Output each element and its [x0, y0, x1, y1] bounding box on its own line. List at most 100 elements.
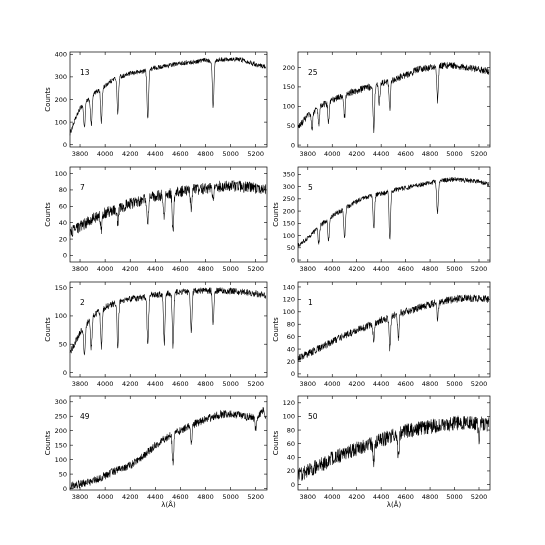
panel-13: 3800 4000 4200 4400 4600 4800 5000 5200 0 100 200 3… [44, 51, 268, 158]
x-tick-label: 4800 [197, 150, 214, 158]
axes-frame [69, 166, 268, 263]
spectrum-line [297, 294, 490, 362]
y-tick-label: 20 [59, 235, 67, 243]
x-tick-label: 4400 [373, 150, 390, 158]
x-tick-label: 5000 [222, 380, 239, 388]
spectrum-line [69, 407, 266, 490]
x-tick-label: 4200 [348, 150, 365, 158]
axes-frame [297, 281, 491, 378]
y-tick-label: 150 [55, 284, 67, 292]
x-tick-label: 4800 [197, 265, 214, 273]
panel-1: 3800 4000 4200 4400 4600 4800 5000 5200 0 20 40 60 8… [272, 281, 491, 388]
y-tick-label: 60 [59, 203, 67, 211]
panel-label: 7 [80, 183, 85, 192]
x-tick-label: 5000 [446, 380, 463, 388]
x-tick-label: 4000 [324, 380, 341, 388]
x-axis-label: λ(Å) [161, 500, 176, 509]
x-tick-label: 5200 [247, 380, 264, 388]
panel-label: 1 [308, 298, 313, 307]
y-tick-label: 50 [287, 244, 295, 252]
y-tick-label: 80 [287, 426, 295, 434]
x-tick-label: 4400 [373, 493, 390, 501]
x-tick-label: 5200 [471, 380, 488, 388]
panel-25: 3800 4000 4200 4400 4600 4800 5000 5200 0 50 100 15… [283, 51, 491, 158]
y-tick-label: 100 [55, 118, 67, 126]
y-tick-label: 200 [55, 427, 67, 435]
y-tick-label: 250 [283, 195, 295, 203]
y-tick-label: 100 [283, 413, 295, 421]
y-tick-label: 40 [287, 454, 295, 462]
x-tick-label: 5200 [247, 150, 264, 158]
y-axis-label: Counts [272, 430, 280, 455]
panel-label: 49 [80, 412, 90, 421]
x-tick-label: 4000 [324, 150, 341, 158]
y-axis-label: Counts [272, 317, 280, 342]
x-tick-label: 4600 [397, 380, 414, 388]
y-tick-label: 100 [283, 308, 295, 316]
x-tick-label: 4400 [147, 150, 164, 158]
y-tick-label: 40 [59, 219, 67, 227]
y-tick-label: 60 [287, 333, 295, 341]
x-tick-label: 3800 [72, 493, 89, 501]
x-tick-label: 4000 [97, 150, 114, 158]
spectrum-line [69, 56, 266, 136]
y-tick-label: 0 [291, 370, 295, 378]
y-tick-label: 400 [55, 51, 67, 59]
x-tick-label: 5200 [247, 493, 264, 501]
panel-50: 3800 4000 4200 4400 4600 4800 5000 5200 0 20 40 60 8… [272, 395, 491, 509]
y-axis-label: Counts [44, 317, 52, 342]
y-tick-label: 0 [63, 369, 67, 377]
x-tick-label: 4600 [397, 493, 414, 501]
panel-label: 50 [308, 412, 318, 421]
x-tick-label: 4800 [422, 380, 439, 388]
y-tick-label: 100 [55, 456, 67, 464]
y-tick-label: 50 [59, 341, 67, 349]
y-tick-label: 250 [55, 413, 67, 421]
panel-49: 3800 4000 4200 4400 4600 4800 5000 5200 0 50 100 15… [44, 395, 268, 509]
y-tick-label: 60 [287, 440, 295, 448]
y-tick-label: 100 [283, 103, 295, 111]
spectrum-line [297, 177, 490, 248]
y-tick-label: 300 [55, 398, 67, 406]
x-tick-label: 4000 [324, 493, 341, 501]
y-tick-label: 300 [55, 73, 67, 81]
x-tick-label: 3800 [300, 265, 317, 273]
y-tick-label: 100 [55, 312, 67, 320]
panel-label: 25 [308, 68, 318, 77]
x-tick-label: 4400 [147, 493, 164, 501]
y-tick-label: 50 [59, 470, 67, 478]
y-tick-label: 0 [291, 256, 295, 264]
x-tick-label: 4400 [373, 380, 390, 388]
panel-2: 3800 4000 4200 4400 4600 4800 5000 5200 0 50 100 15… [44, 281, 268, 388]
x-tick-label: 4600 [397, 150, 414, 158]
axes-frame [297, 166, 491, 263]
x-tick-label: 5200 [471, 493, 488, 501]
y-tick-label: 50 [287, 122, 295, 130]
x-tick-label: 5000 [222, 493, 239, 501]
y-tick-label: 0 [291, 141, 295, 149]
y-tick-label: 100 [55, 170, 67, 178]
x-tick-label: 4000 [97, 380, 114, 388]
x-tick-label: 5200 [247, 265, 264, 273]
y-tick-label: 150 [283, 83, 295, 91]
x-tick-label: 3800 [72, 265, 89, 273]
x-tick-label: 3800 [72, 380, 89, 388]
x-tick-label: 5000 [446, 493, 463, 501]
spectrum-line [297, 61, 490, 134]
y-tick-label: 300 [283, 183, 295, 191]
x-tick-label: 4600 [172, 493, 189, 501]
y-tick-label: 100 [283, 232, 295, 240]
x-tick-label: 4200 [348, 265, 365, 273]
x-tick-label: 4600 [172, 150, 189, 158]
y-tick-label: 150 [283, 220, 295, 228]
y-tick-label: 20 [287, 358, 295, 366]
y-tick-label: 200 [283, 64, 295, 72]
y-axis-label: Counts [44, 430, 52, 455]
y-tick-label: 80 [59, 186, 67, 194]
y-tick-label: 20 [287, 467, 295, 475]
spectrum-line [297, 415, 490, 482]
x-tick-label: 3800 [300, 150, 317, 158]
x-tick-label: 4000 [97, 265, 114, 273]
y-tick-label: 120 [283, 399, 295, 407]
